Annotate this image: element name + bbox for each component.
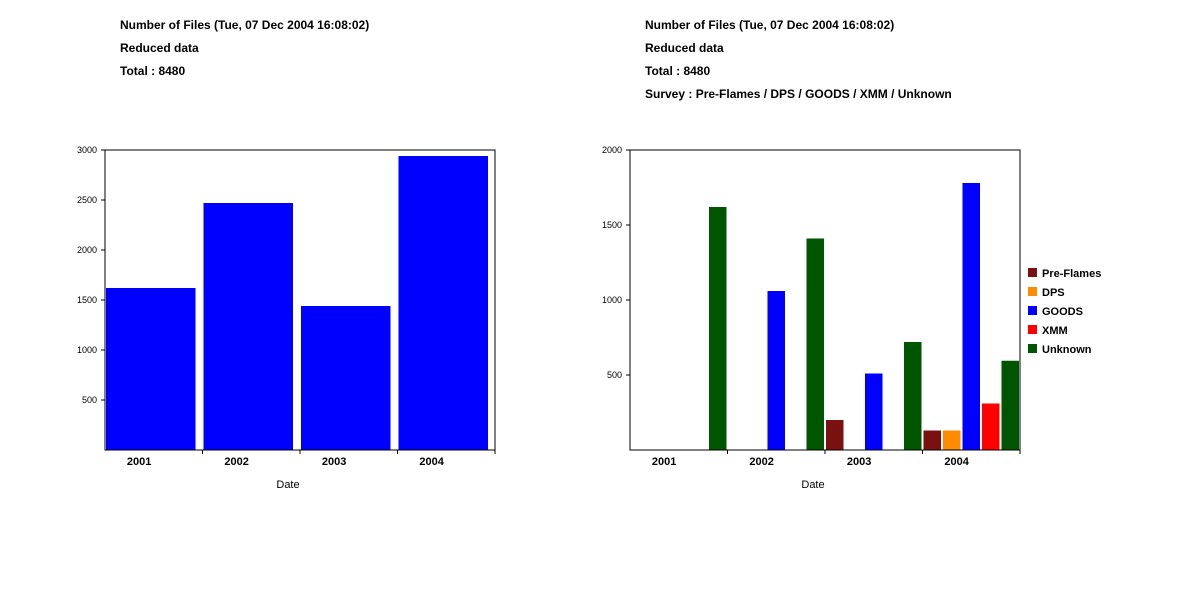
right-xtick-label: 2001 xyxy=(652,456,676,468)
right-ytick-label: 1000 xyxy=(602,295,622,305)
legend-swatch-pre-flames xyxy=(1028,268,1037,277)
right-bar-unknown-2002 xyxy=(806,238,824,450)
legend-swatch-dps xyxy=(1028,287,1037,296)
legend-label-goods: GOODS xyxy=(1042,306,1083,318)
right-ytick-label: 1500 xyxy=(602,220,622,230)
right-x-axis-title: Date xyxy=(801,479,824,491)
right-chart-survey: Survey : Pre-Flames / DPS / GOODS / XMM … xyxy=(645,87,952,101)
left-xtick-label: 2002 xyxy=(224,456,248,468)
left-bar-2003 xyxy=(301,306,391,450)
right-bar-goods-2002 xyxy=(767,291,785,450)
right-bar-goods-2004 xyxy=(962,183,980,450)
right-bar-unknown-2004 xyxy=(1001,360,1019,450)
legend-label-dps: DPS xyxy=(1042,287,1065,299)
right-bar-pre-flames-2004 xyxy=(923,430,941,450)
left-bar-2004 xyxy=(398,156,488,450)
right-bar-unknown-2001 xyxy=(709,207,727,450)
right-ytick-label: 500 xyxy=(607,370,622,380)
left-xtick-label: 2003 xyxy=(322,456,346,468)
left-chart-header: Number of Files (Tue, 07 Dec 2004 16:08:… xyxy=(120,14,369,83)
left-bar-2001 xyxy=(106,288,196,450)
right-xtick-label: 2004 xyxy=(944,456,969,468)
right-chart-total: Total : 8480 xyxy=(645,64,711,78)
right-bar-dps-2004 xyxy=(943,430,961,450)
legend-label-unknown: Unknown xyxy=(1042,344,1092,356)
right-bar-xmm-2004 xyxy=(982,403,1000,450)
left-chart-title: Number of Files (Tue, 07 Dec 2004 16:08:… xyxy=(120,18,370,32)
right-plot-frame xyxy=(629,149,1021,451)
right-chart-subtitle: Reduced data xyxy=(645,41,724,55)
legend-label-pre-flames: Pre-Flames xyxy=(1042,268,1101,280)
right-chart-header: Number of Files (Tue, 07 Dec 2004 16:08:… xyxy=(645,14,952,106)
left-ytick-label: 1500 xyxy=(77,295,97,305)
left-ytick-label: 2500 xyxy=(77,195,97,205)
legend-label-xmm: XMM xyxy=(1042,325,1068,337)
left-ytick-label: 3000 xyxy=(77,145,97,155)
legend-swatch-goods xyxy=(1028,306,1037,315)
left-chart-total: Total : 8480 xyxy=(120,64,186,78)
left-ytick-label: 1000 xyxy=(77,345,97,355)
left-bar-2002 xyxy=(203,203,293,450)
left-ytick-label: 500 xyxy=(82,395,97,405)
left-chart-subtitle: Reduced data xyxy=(120,41,199,55)
legend-swatch-unknown xyxy=(1028,344,1037,353)
left-x-axis-title: Date xyxy=(276,479,299,491)
left-xtick-label: 2001 xyxy=(127,456,151,468)
right-ytick-label: 2000 xyxy=(602,145,622,155)
right-xtick-label: 2002 xyxy=(749,456,773,468)
right-bar-goods-2003 xyxy=(865,373,883,450)
left-ytick-label: 2000 xyxy=(77,245,97,255)
right-chart-title: Number of Files (Tue, 07 Dec 2004 16:08:… xyxy=(645,18,895,32)
right-bar-unknown-2003 xyxy=(904,342,922,450)
right-xtick-label: 2003 xyxy=(847,456,871,468)
right-bar-pre-flames-2003 xyxy=(826,420,844,450)
left-xtick-label: 2004 xyxy=(419,456,444,468)
legend-swatch-xmm xyxy=(1028,325,1037,334)
